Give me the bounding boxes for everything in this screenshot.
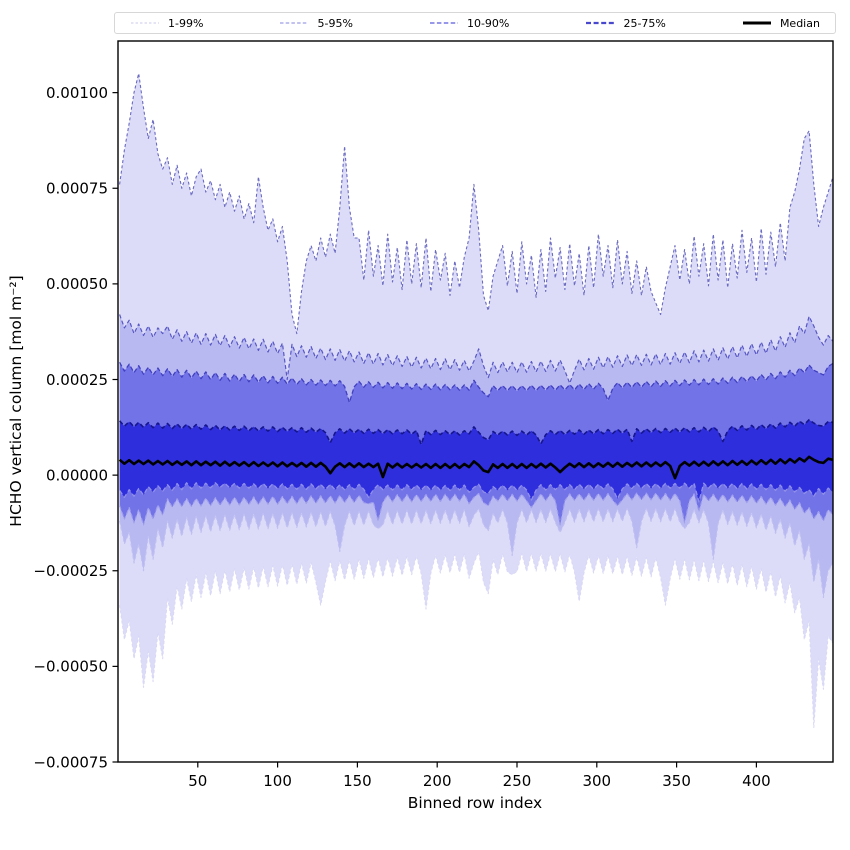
line-p95	[119, 314, 833, 384]
plot-frame	[117, 40, 834, 763]
line-p99	[119, 72, 833, 335]
percentile-lines	[118, 72, 833, 729]
line-p75	[119, 418, 833, 446]
x-axis-label: Binned row index	[408, 794, 542, 812]
y-tick-label: 0.00050	[46, 275, 108, 293]
legend: 1-99% 5-95% 10-90% 25-75% Median	[114, 12, 836, 34]
x-tick-label: 50	[188, 772, 207, 790]
x-tick-label: 400	[742, 772, 771, 790]
x-tick-label: 150	[343, 772, 372, 790]
x-tick-label: 350	[662, 772, 691, 790]
legend-label: 25-75%	[623, 16, 666, 30]
legend-label: 1-99%	[168, 16, 204, 30]
line-median	[118, 455, 833, 480]
legend-item-1-99-: 1-99%	[130, 17, 203, 30]
line-p05	[119, 507, 833, 599]
legend-label: 10-90%	[466, 16, 510, 30]
y-tick-label: 0.00100	[46, 84, 108, 102]
legend-line-swatch	[429, 22, 458, 24]
axis-ticks: 50 100 150 200 250 300 350 400 0.00100 0.00075 0.0…	[33, 84, 770, 790]
legend-item-5-95-: 5-95%	[279, 16, 353, 30]
y-tick-label: −0.00025	[33, 562, 108, 580]
percentile-bands	[119, 73, 833, 728]
y-tick-label: 0.00025	[46, 371, 108, 389]
x-tick-label: 250	[503, 772, 532, 790]
y-tick-label: −0.00075	[33, 753, 108, 771]
x-tick-label: 300	[582, 772, 611, 790]
y-tick-label: −0.00050	[33, 658, 108, 676]
line-p01	[119, 551, 833, 729]
line-p10	[119, 492, 833, 526]
legend-label: 5-95%	[317, 16, 353, 30]
line-p90	[119, 361, 833, 404]
y-axis-label: HCHO vertical column [mol m⁻²]	[7, 275, 25, 526]
x-tick-label: 200	[423, 772, 452, 790]
legend-line-swatch	[742, 21, 771, 25]
x-tick-label: 100	[263, 772, 292, 790]
legend-line-swatch	[586, 21, 615, 25]
legend-item-median: Median	[742, 17, 820, 30]
legend-item-25-75-: 25-75%	[585, 16, 666, 30]
legend-line-swatch	[280, 22, 309, 24]
legend-line-swatch	[131, 22, 159, 24]
y-tick-label: 0.00000	[46, 466, 108, 484]
line-p25	[119, 482, 833, 503]
legend-label: Median	[779, 16, 820, 30]
legend-item-10-90-: 10-90%	[429, 17, 509, 30]
band-25-75	[119, 419, 833, 502]
y-tick-label: 0.00075	[46, 180, 108, 198]
